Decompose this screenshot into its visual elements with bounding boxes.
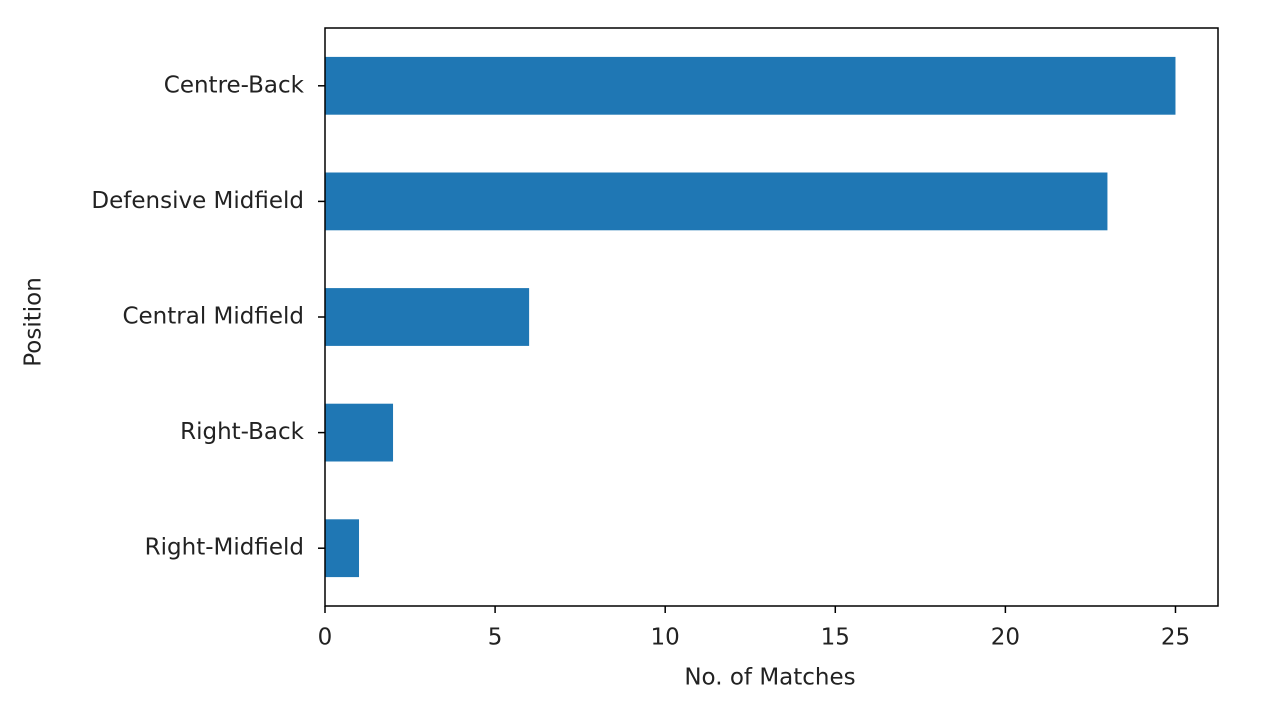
bar — [325, 403, 394, 462]
y-tick-label: Centre-Back — [164, 72, 305, 98]
plot-frame — [324, 27, 1219, 607]
x-tick-label: 20 — [991, 625, 1020, 651]
y-tick-label: Right-Back — [180, 419, 305, 445]
y-tick-label: Defensive Midfield — [91, 188, 304, 214]
y-axis-label: Position — [21, 277, 47, 367]
bar — [325, 288, 530, 346]
bar — [325, 56, 1176, 115]
y-tick-label: Central Midfield — [122, 304, 304, 330]
x-tick-label: 25 — [1161, 625, 1190, 651]
x-axis-label: No. of Matches — [684, 665, 855, 691]
x-tick-label: 15 — [821, 625, 850, 651]
bar — [325, 172, 1108, 231]
y-tick-label: Right-Midfield — [145, 535, 304, 561]
bar — [325, 519, 360, 578]
x-tick-label: 0 — [318, 625, 333, 651]
x-tick-label: 10 — [651, 625, 680, 651]
x-tick-label: 5 — [488, 625, 503, 651]
